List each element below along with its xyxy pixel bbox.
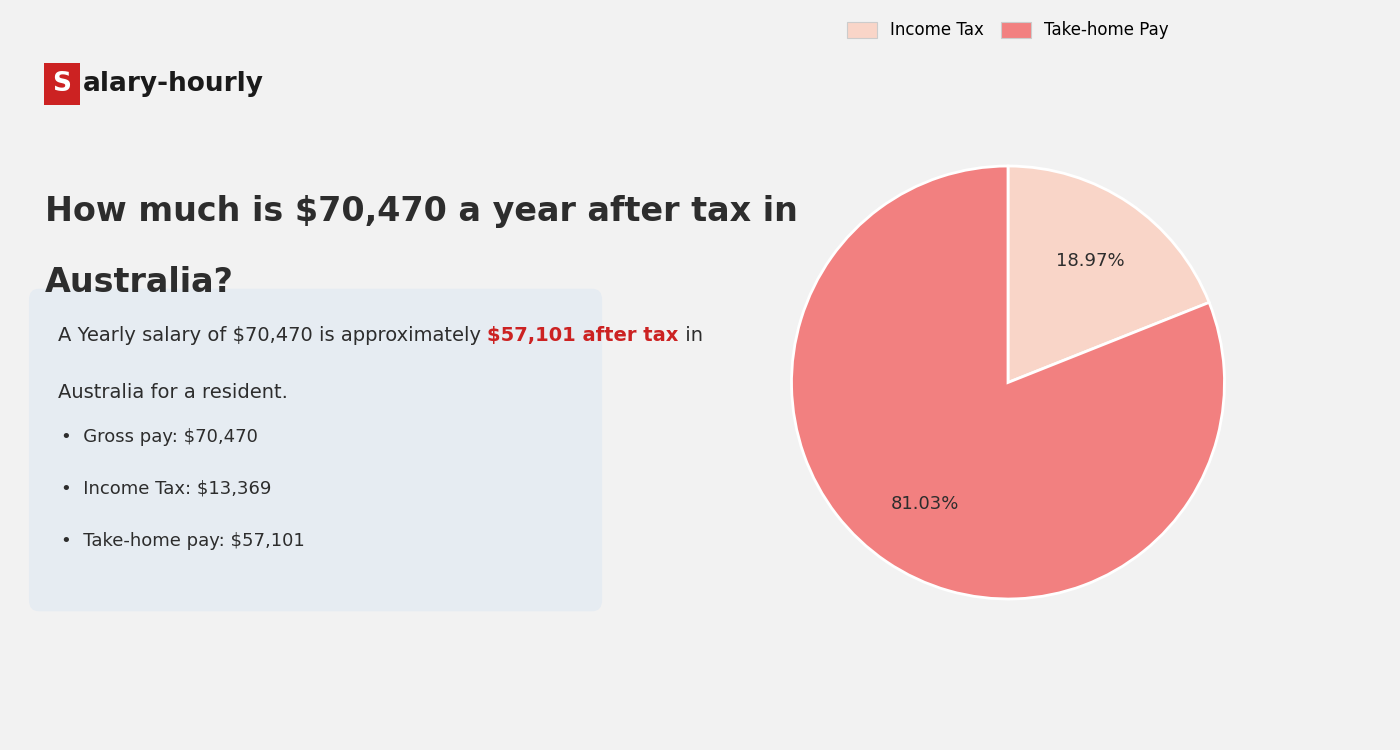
- Text: •  Take-home pay: $57,101: • Take-home pay: $57,101: [62, 532, 305, 550]
- FancyBboxPatch shape: [43, 63, 80, 105]
- Text: in: in: [679, 326, 703, 345]
- Text: How much is $70,470 a year after tax in: How much is $70,470 a year after tax in: [45, 195, 798, 228]
- Text: 81.03%: 81.03%: [892, 495, 959, 513]
- Text: •  Income Tax: $13,369: • Income Tax: $13,369: [62, 480, 272, 498]
- Text: 18.97%: 18.97%: [1057, 252, 1126, 270]
- Text: Australia for a resident.: Australia for a resident.: [57, 382, 288, 401]
- Text: A Yearly salary of $70,470 is approximately: A Yearly salary of $70,470 is approximat…: [57, 326, 487, 345]
- Text: Australia?: Australia?: [45, 266, 234, 299]
- Text: •  Gross pay: $70,470: • Gross pay: $70,470: [62, 427, 258, 445]
- Text: S: S: [52, 71, 71, 97]
- Wedge shape: [1008, 166, 1210, 382]
- FancyBboxPatch shape: [29, 289, 602, 611]
- Text: alary-hourly: alary-hourly: [83, 71, 263, 97]
- Text: $57,101 after tax: $57,101 after tax: [487, 326, 679, 345]
- Wedge shape: [791, 166, 1225, 599]
- Legend: Income Tax, Take-home Pay: Income Tax, Take-home Pay: [840, 15, 1176, 46]
